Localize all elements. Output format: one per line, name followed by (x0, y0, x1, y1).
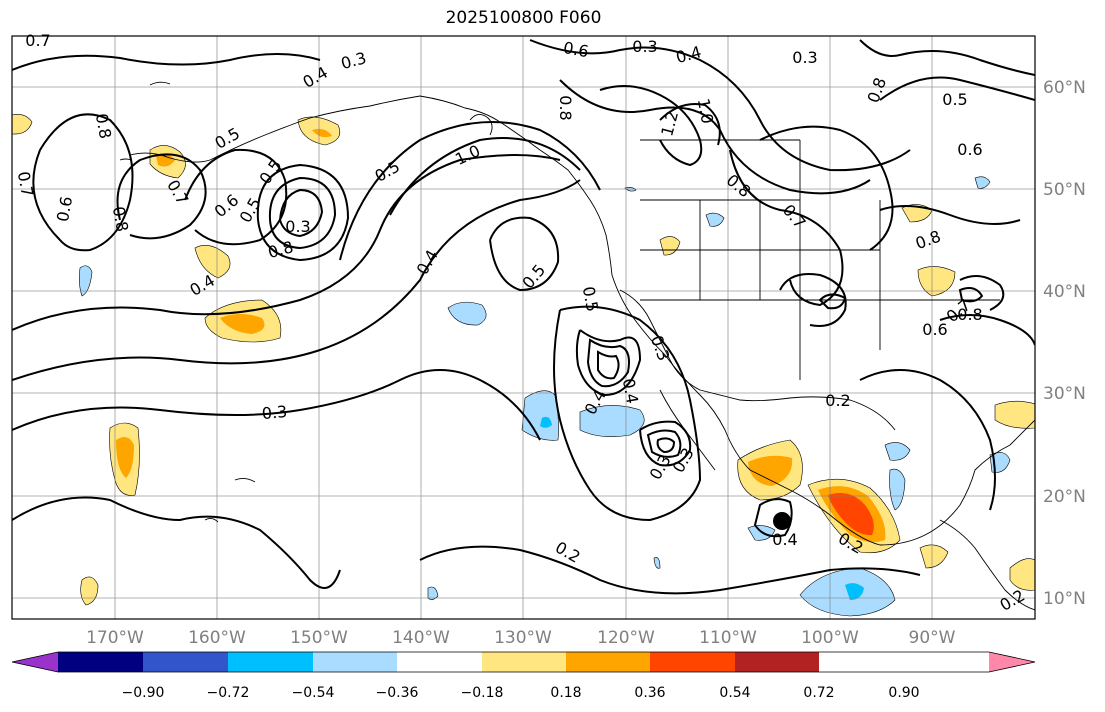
contour-label: 0.3 (792, 48, 817, 67)
colorbar-tick-label: −0.36 (376, 685, 419, 701)
shaded-fields (12, 114, 1035, 617)
graticule (12, 36, 1035, 619)
contour-label: 0.7 (25, 31, 50, 50)
plot-frame (11, 35, 1036, 620)
latitude-labels: 60°N 50°N 40°N 30°N 20°N 10°N (1043, 78, 1086, 609)
colorbar-tick-label: 0.18 (550, 685, 581, 701)
contour-label: 0.4 (619, 377, 642, 405)
contour-label: 0.6 (957, 140, 982, 159)
lon-label: 140°W (392, 628, 450, 648)
lon-label: 110°W (699, 628, 757, 648)
colorbar-segment (397, 652, 482, 672)
longitude-labels: 170°W 160°W 150°W 140°W 130°W 120°W 110°… (86, 628, 956, 648)
colorbar-segment (482, 652, 566, 672)
contour-label: 0.8 (109, 205, 132, 233)
lat-label: 20°N (1043, 487, 1086, 507)
colorbar-tick-label: 0.36 (634, 685, 665, 701)
lat-label: 30°N (1043, 384, 1086, 404)
colorbar-tick-label: −0.54 (292, 685, 335, 701)
colorbar-outline (11, 651, 1036, 673)
contour-label: 0.4 (772, 530, 797, 549)
colorbar-tick-label: −0.72 (207, 685, 250, 701)
lat-label: 60°N (1043, 78, 1086, 98)
contour-label: 0.5 (579, 285, 602, 313)
colorbar-tick-label: 0.90 (888, 685, 919, 701)
colorbar-segment (228, 652, 313, 672)
contour-label: 0.7 (14, 170, 37, 198)
lon-label: 120°W (597, 628, 655, 648)
colorbar-extend-min (12, 652, 58, 672)
lon-label: 90°W (909, 628, 956, 648)
colorbar-segment (58, 652, 143, 672)
contour-label: 0.5 (942, 90, 967, 109)
colorbar-ticks: −0.90 −0.72 −0.54 −0.36 −0.18 0.18 0.36 … (122, 685, 920, 701)
contour-label: 0.8 (957, 305, 982, 324)
colorbar-extend-max (989, 652, 1035, 672)
contour-label: 0.3 (261, 402, 288, 423)
contour-label: 0.6 (922, 320, 947, 339)
contour-label: 0.3 (285, 217, 310, 236)
colorbar-segment (143, 652, 228, 672)
contour-label: 0.6 (53, 195, 76, 223)
colorbar-tick-label: −0.18 (461, 685, 504, 701)
map-title: 2025100800 F060 (445, 8, 602, 28)
colorbar-tick-label: 0.72 (803, 685, 834, 701)
lat-label: 50°N (1043, 180, 1086, 200)
colorbar-tick-label: 0.54 (719, 685, 750, 701)
lon-label: 130°W (494, 628, 552, 648)
colorbar-segment (313, 652, 397, 672)
colorbar (11, 651, 1036, 673)
contour-label: 1.0 (694, 97, 717, 125)
lon-label: 160°W (188, 628, 246, 648)
contour-label: 0.8 (92, 112, 115, 140)
colorbar-segment (566, 652, 650, 672)
contour-label: 0.2 (825, 391, 850, 410)
lon-label: 170°W (86, 628, 144, 648)
contour-lines (12, 39, 1035, 595)
lon-label: 150°W (290, 628, 348, 648)
colorbar-segment (650, 652, 735, 672)
colorbar-tick-label: −0.90 (122, 685, 165, 701)
contour-label: 0.8 (556, 95, 575, 120)
lat-label: 40°N (1043, 282, 1086, 302)
storm-center-marker (773, 512, 791, 530)
contour-label: 0.3 (632, 37, 657, 56)
lat-label: 10°N (1043, 589, 1086, 609)
contour-label: 0.6 (562, 38, 590, 61)
colorbar-segment (735, 652, 819, 672)
lon-label: 100°W (801, 628, 859, 648)
